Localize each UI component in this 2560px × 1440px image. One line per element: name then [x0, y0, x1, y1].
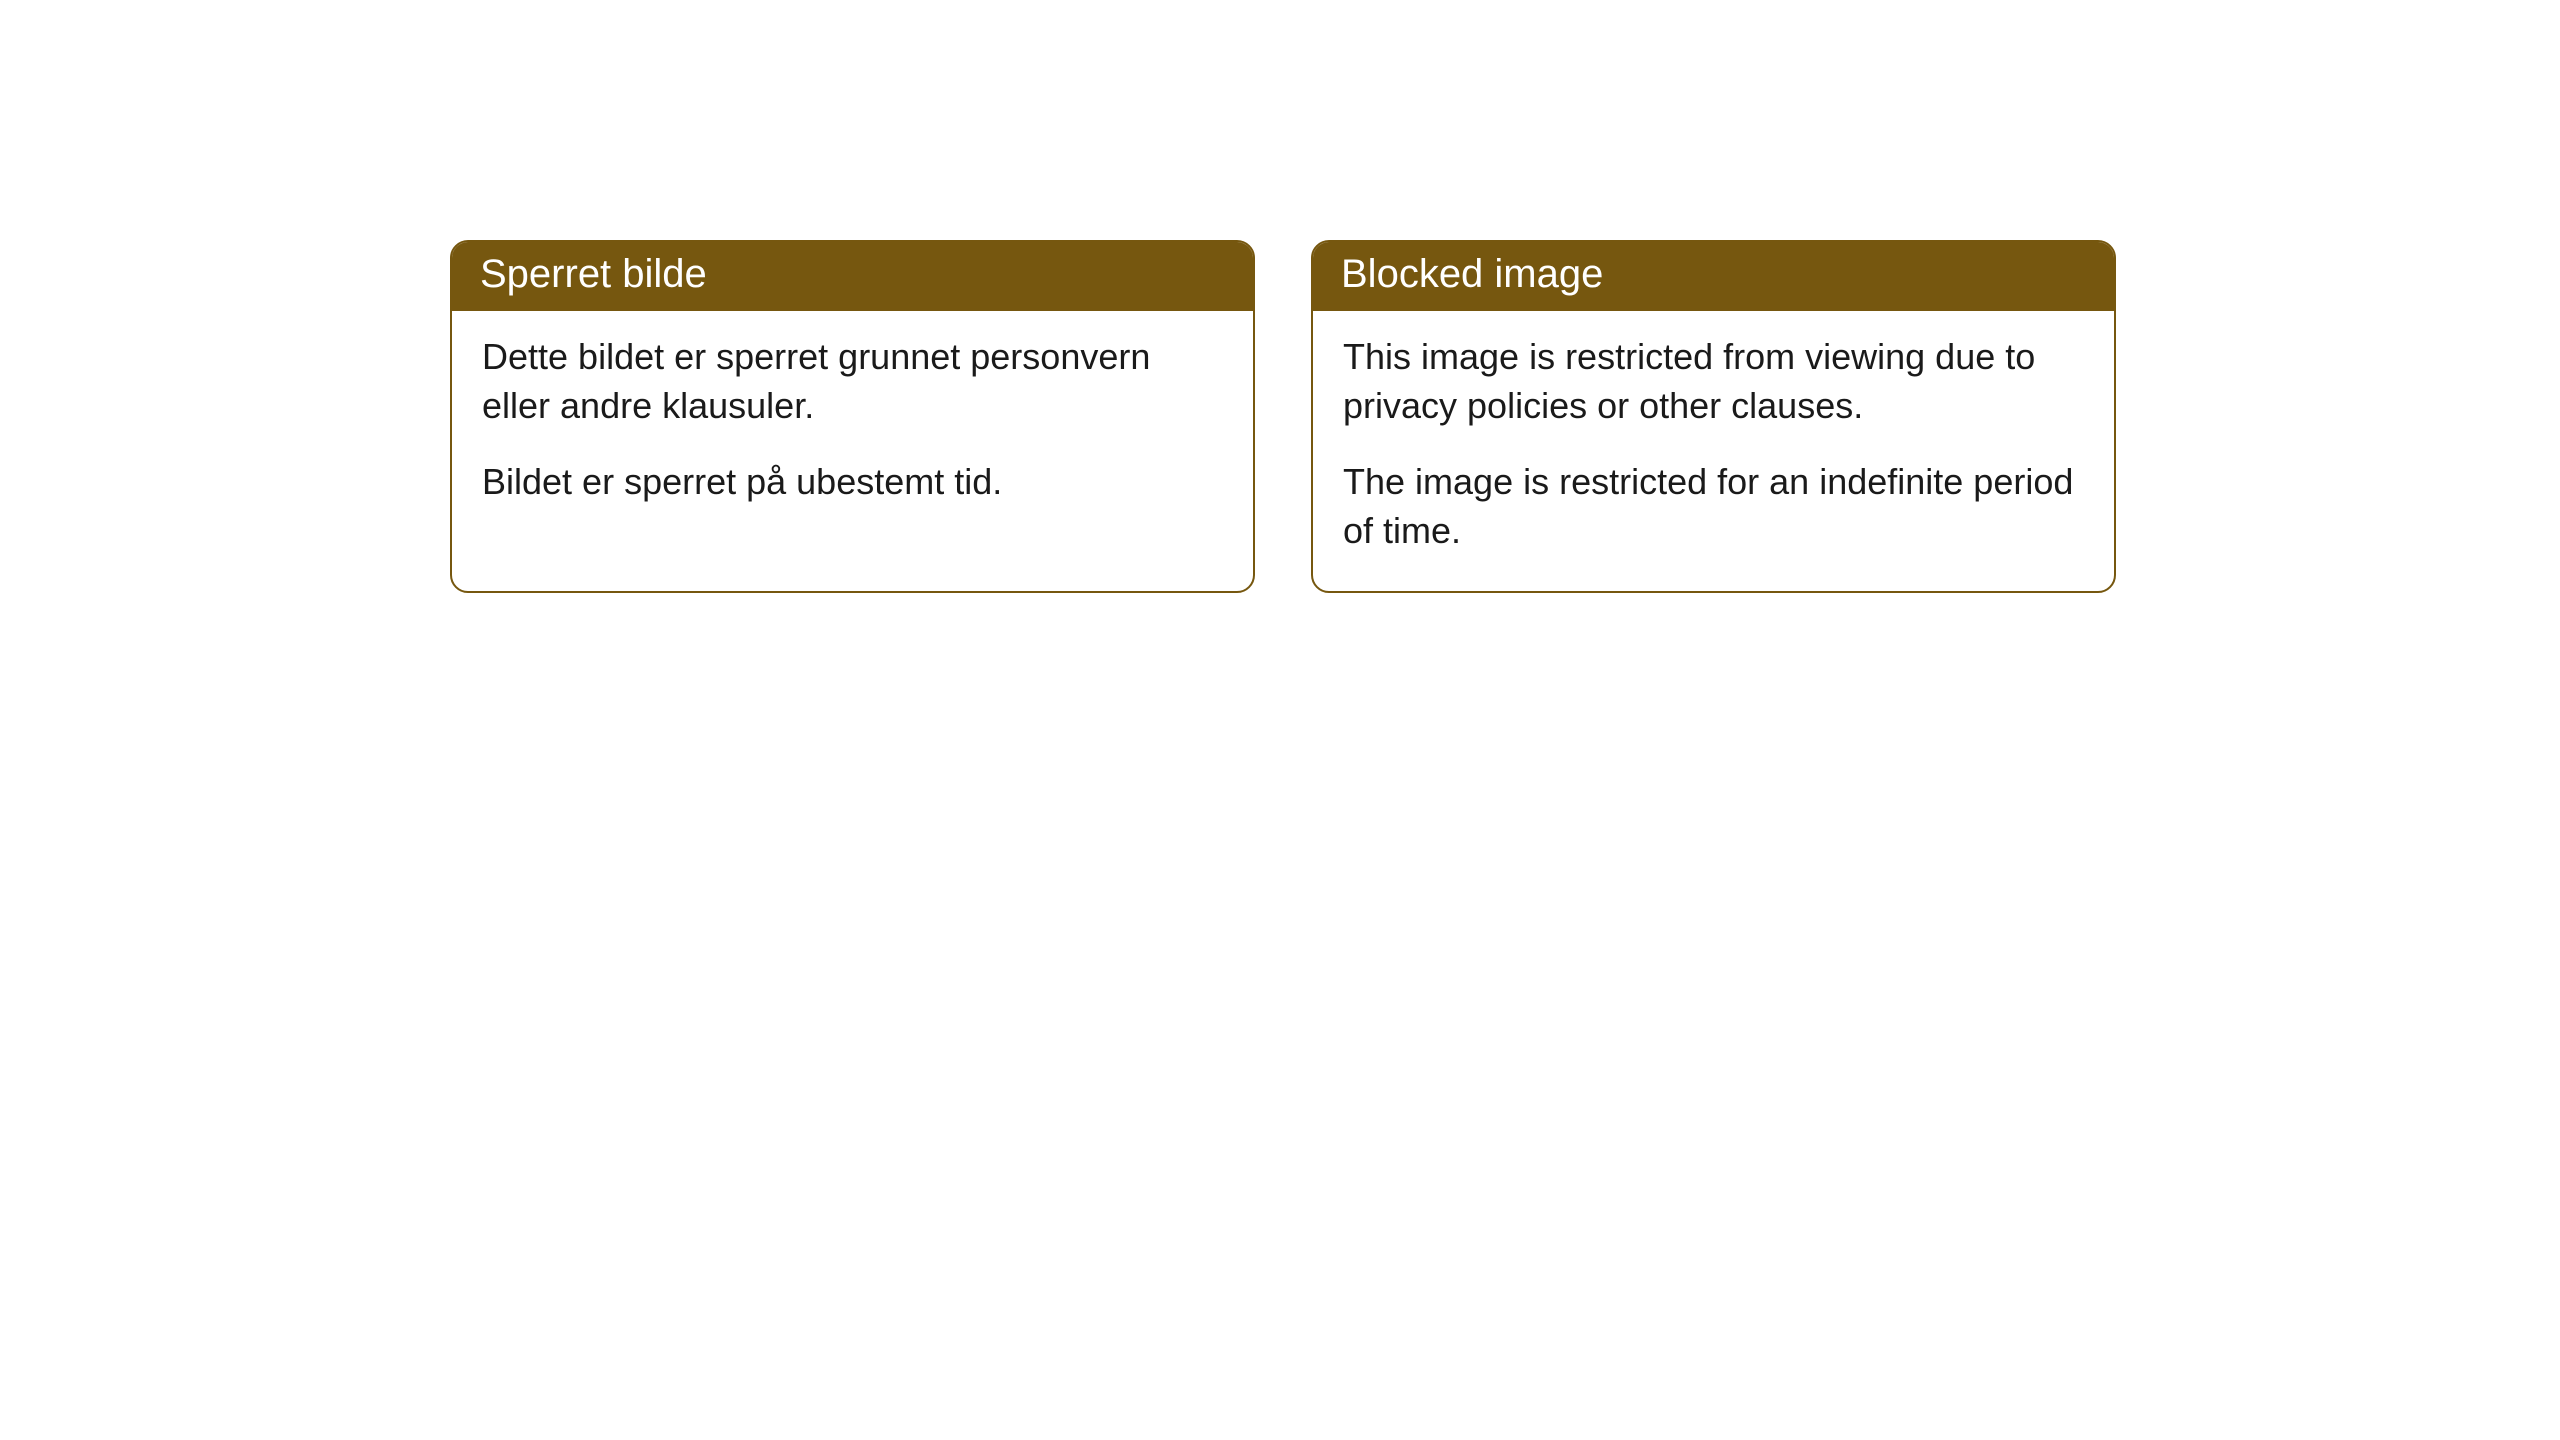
card-body-no: Dette bildet er sperret grunnet personve… — [452, 311, 1253, 543]
card-header-no: Sperret bilde — [452, 242, 1253, 311]
card-paragraph: The image is restricted for an indefinit… — [1343, 458, 2084, 555]
card-title: Blocked image — [1341, 252, 1603, 296]
card-paragraph: Dette bildet er sperret grunnet personve… — [482, 333, 1223, 430]
blocked-image-card-en: Blocked image This image is restricted f… — [1311, 240, 2116, 593]
card-paragraph: This image is restricted from viewing du… — [1343, 333, 2084, 430]
card-body-en: This image is restricted from viewing du… — [1313, 311, 2114, 591]
card-paragraph: Bildet er sperret på ubestemt tid. — [482, 458, 1223, 507]
card-header-en: Blocked image — [1313, 242, 2114, 311]
card-title: Sperret bilde — [480, 252, 707, 296]
notice-cards-container: Sperret bilde Dette bildet er sperret gr… — [450, 240, 2116, 593]
blocked-image-card-no: Sperret bilde Dette bildet er sperret gr… — [450, 240, 1255, 593]
